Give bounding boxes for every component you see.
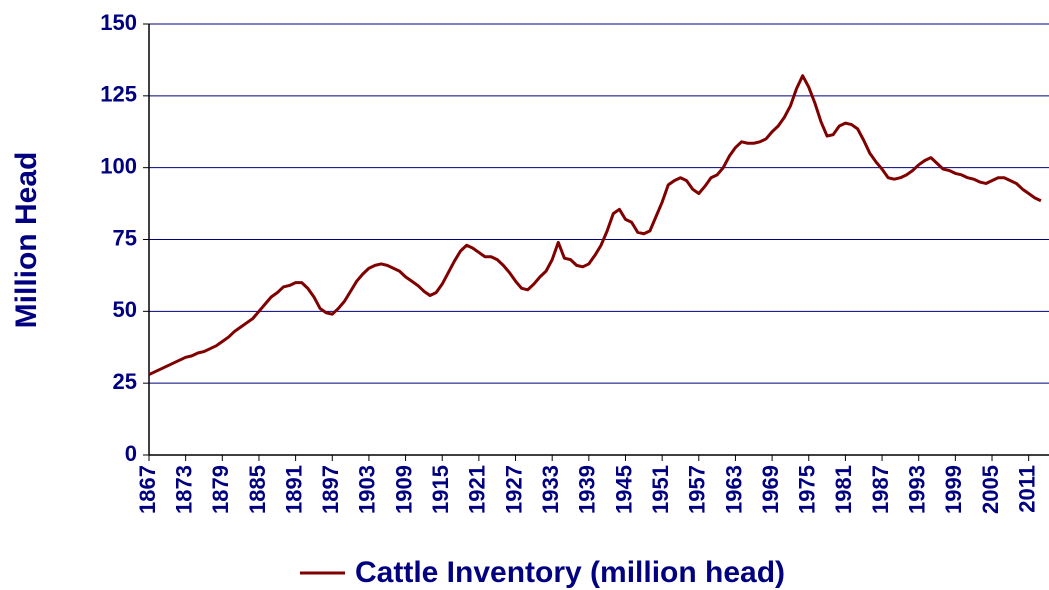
x-tick-label: 1909: [391, 465, 416, 514]
x-tick-label: 1993: [905, 465, 930, 514]
x-tick-label: 1975: [795, 465, 820, 514]
y-tick-label: 150: [100, 10, 137, 35]
x-tick-label: 2005: [978, 465, 1003, 514]
y-axis-label: Million Head: [10, 152, 43, 329]
x-tick-label: 1939: [575, 465, 600, 514]
x-tick-label: 1987: [868, 465, 893, 514]
legend-label: Cattle Inventory (million head): [355, 556, 785, 589]
x-tick-label: 1873: [171, 465, 196, 514]
x-tick-label: 1969: [758, 465, 783, 514]
x-tick-label: 1945: [611, 465, 636, 514]
x-tick-label: 2011: [1014, 465, 1039, 513]
x-tick-label: 1897: [318, 465, 343, 514]
x-tick-label: 1999: [941, 465, 966, 514]
y-tick-label: 50: [113, 297, 137, 322]
x-tick-label: 1951: [648, 465, 673, 514]
x-tick-label: 1957: [685, 465, 710, 514]
x-tick-label: 1879: [208, 465, 233, 514]
x-tick-label: 1885: [245, 465, 270, 514]
x-tick-label: 1933: [538, 465, 563, 514]
x-tick-label: 1903: [355, 465, 380, 514]
x-tick-label: 1915: [428, 465, 453, 514]
x-tick-label: 1867: [135, 465, 160, 514]
x-tick-label: 1927: [501, 465, 526, 514]
x-tick-label: 1963: [721, 465, 746, 514]
y-tick-label: 75: [113, 225, 137, 250]
x-tick-label: 1891: [281, 465, 306, 514]
x-tick-label: 1981: [831, 465, 856, 514]
x-tick-label: 1921: [465, 465, 490, 514]
y-tick-label: 25: [113, 369, 137, 394]
y-tick-label: 0: [125, 441, 137, 466]
y-tick-label: 100: [100, 153, 137, 178]
y-tick-label: 125: [100, 82, 137, 107]
line: [148, 74, 1042, 376]
